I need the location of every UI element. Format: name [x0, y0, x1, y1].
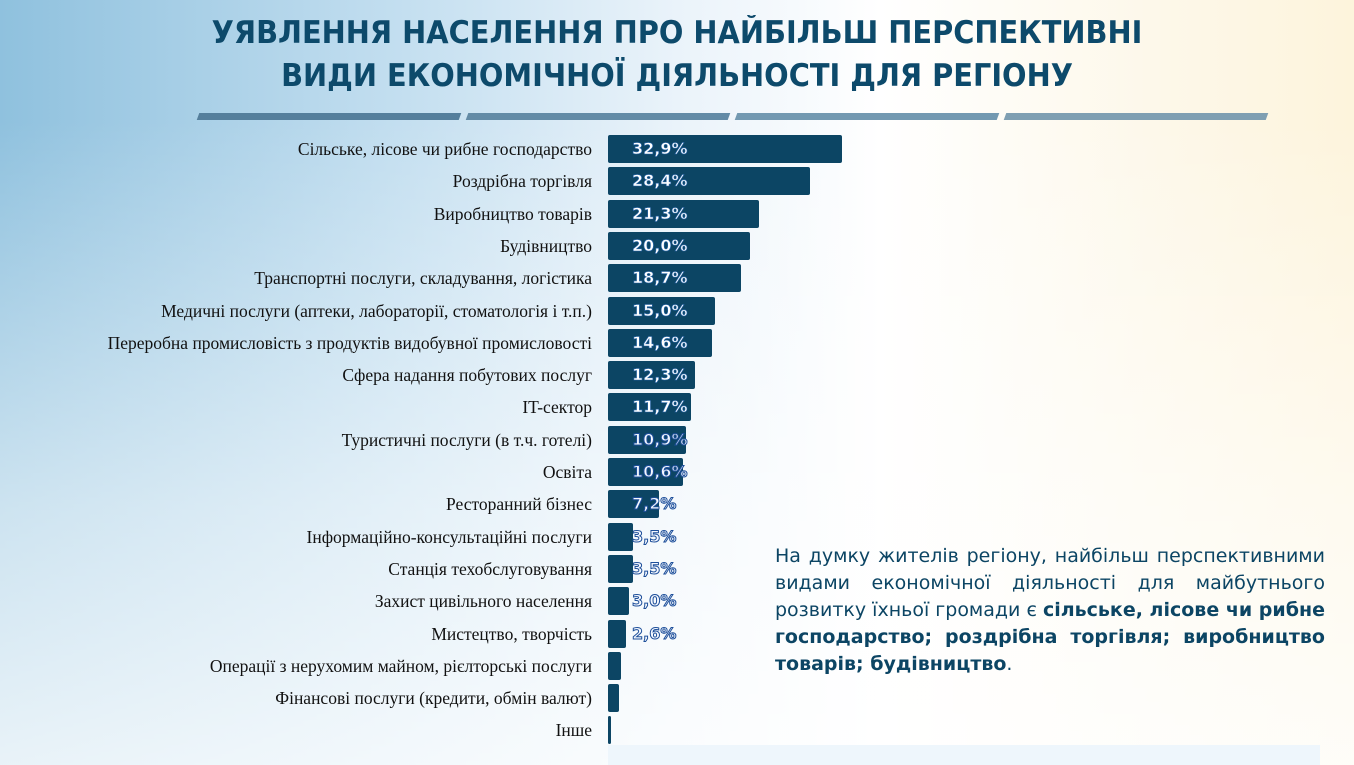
divider-segment	[734, 113, 1000, 120]
divider-segment	[196, 113, 462, 120]
bar	[608, 199, 760, 228]
category-label: Туристичні послуги (в т.ч. готелі)	[341, 429, 592, 450]
data-label: 20,0%	[632, 235, 688, 256]
bottom-panel	[608, 745, 1320, 765]
category-label: Станція техобслуговування	[388, 558, 592, 579]
bar	[608, 393, 692, 422]
bar	[608, 296, 715, 325]
data-label: 21,3%	[632, 203, 688, 223]
bar	[608, 522, 633, 551]
data-label: 3,5%	[631, 558, 677, 578]
data-label: 15,0%	[632, 300, 688, 320]
data-label: 10,6%	[632, 462, 689, 482]
title-line-1: УЯВЛЕННЯ НАСЕЛЕННЯ ПРО НАЙБІЛЬШ ПЕРСПЕКТ…	[211, 15, 1143, 51]
bar	[608, 716, 611, 745]
bar	[608, 684, 619, 713]
category-label: Освіта	[542, 462, 592, 482]
note-end: .	[1006, 653, 1013, 675]
category-label: Сфера надання побутових послуг	[342, 365, 592, 386]
category-label: Захист цивільного населення	[374, 591, 592, 612]
bar	[608, 490, 660, 519]
data-label: 32,9%	[632, 139, 688, 159]
data-label: 2,6%	[631, 623, 677, 643]
data-label: 3,5%	[631, 526, 677, 546]
bar	[608, 587, 630, 616]
bar	[608, 458, 684, 486]
bar	[608, 167, 810, 196]
data-label: 12,3%	[632, 365, 688, 385]
bar	[608, 619, 627, 648]
data-label: 28,4%	[632, 171, 688, 191]
bar	[608, 328, 712, 357]
category-label: Роздрібна торгівля	[452, 171, 592, 192]
title-line-2: ВИДИ ЕКОНОМІЧНОЇ ДІЯЛЬНОСТІ ДЛЯ РЕГІОНУ	[281, 58, 1073, 94]
category-label: Сільське, лісове чи рибне господарство	[297, 139, 592, 159]
category-label: Переробна промисловість з продуктів видо…	[107, 332, 592, 353]
divider-segment	[465, 113, 731, 120]
category-label: IT-сектор	[522, 397, 592, 418]
category-label: Транспортні послуги, складування, логіст…	[254, 268, 592, 289]
bar	[608, 135, 842, 163]
category-label: Операції з нерухомим майном, рієлторські…	[209, 655, 592, 676]
data-label: 18,7%	[632, 268, 688, 288]
category-label: Виробництво товарів	[433, 203, 592, 224]
category-label: Інформаційно-консультаційні послуги	[306, 526, 593, 547]
note-bold: сільське, лісове чи рибне господарство; …	[775, 599, 1326, 675]
category-label: Ресторанний бізнес	[445, 494, 592, 515]
category-label: Фінансові послуги (кредити, обмін валют)	[275, 688, 592, 709]
data-label: 11,7%	[632, 397, 688, 417]
bar	[608, 264, 741, 293]
category-label: Інше	[555, 720, 592, 741]
bar	[608, 231, 751, 260]
data-label: 3,0%	[631, 591, 677, 611]
page-title: УЯВЛЕННЯ НАСЕЛЕННЯ ПРО НАЙБІЛЬШ ПЕРСПЕКТ…	[47, 12, 1306, 98]
divider-segment	[1003, 113, 1269, 120]
bar	[608, 651, 621, 680]
bar	[608, 554, 633, 583]
note-text: На думку жителів регіону, найбільш персп…	[775, 545, 1325, 621]
data-label: 10,9%	[632, 429, 689, 449]
bar	[608, 361, 696, 390]
category-label: Мистецтво, творчість	[431, 623, 592, 644]
category-label: Медичні послуги (аптеки, лабораторії, ст…	[161, 300, 592, 321]
data-label: 7,2%	[631, 494, 677, 514]
bar	[608, 425, 686, 454]
category-label: Будівництво	[500, 235, 592, 256]
summary-note: На думку жителів регіону, найбільш персп…	[775, 543, 1325, 678]
data-label: 14,6%	[632, 332, 688, 352]
